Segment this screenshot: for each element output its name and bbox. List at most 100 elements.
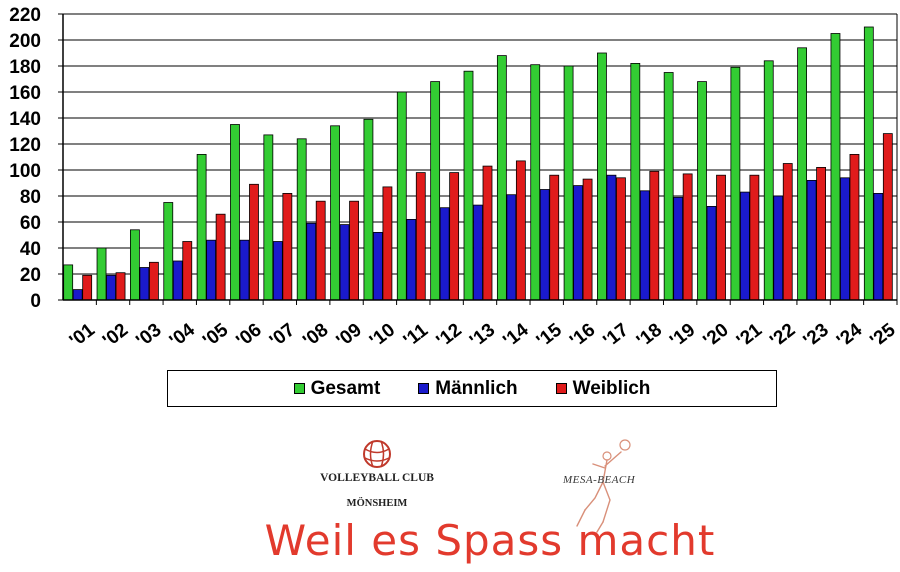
bar-gesamt — [363, 118, 374, 301]
bar-mnnlich — [172, 260, 183, 301]
bars — [63, 26, 893, 301]
bar-mnnlich — [272, 241, 283, 301]
bar-mnnlich — [339, 224, 350, 301]
x-tick-label: '09 — [333, 319, 366, 351]
bar-gesamt — [463, 70, 474, 301]
bar-gesamt — [63, 264, 74, 301]
bar-weiblich — [349, 200, 359, 301]
bar-gesamt — [263, 134, 274, 301]
bar-weiblich — [849, 153, 860, 301]
bar-gesamt — [663, 72, 674, 301]
bar-gesamt — [730, 66, 741, 301]
volleyball-icon — [363, 440, 391, 468]
bar-gesamt — [296, 138, 307, 301]
slogan: Weil es Spass macht — [264, 516, 716, 565]
x-tick-label: '02 — [99, 319, 132, 351]
y-tick-label: 180 — [9, 57, 41, 78]
legend-item: Gesamt — [293, 377, 381, 400]
y-tick-label: 20 — [20, 265, 41, 286]
x-tick-label: '19 — [666, 319, 699, 351]
x-tick-label: '04 — [166, 319, 199, 352]
bar-weiblich — [782, 163, 793, 301]
bar-mnnlich — [373, 231, 383, 301]
legend-swatch — [418, 383, 430, 394]
bar-weiblich — [749, 174, 760, 301]
x-tick-label: '15 — [533, 319, 566, 352]
bar-weiblich — [649, 170, 660, 301]
bar-mnnlich — [673, 196, 684, 301]
x-tick-label: '08 — [299, 319, 332, 351]
bar-weiblich — [449, 172, 460, 301]
y-tick-label: 220 — [9, 5, 41, 26]
bar-weiblich — [616, 177, 626, 301]
mesa-beach-logo: MESA-BEACH — [555, 438, 665, 534]
bar-weiblich — [148, 261, 159, 301]
bar-gesamt — [163, 202, 174, 301]
x-tick-label: '06 — [233, 319, 266, 351]
bar-weiblich — [816, 166, 826, 301]
y-tick-label: 40 — [20, 239, 41, 260]
bar-weiblich — [415, 172, 426, 301]
x-tick-label: '11 — [400, 320, 433, 352]
x-tick-label: '07 — [266, 319, 299, 351]
bar-mnnlich — [606, 174, 617, 301]
bar-gesamt — [597, 52, 607, 301]
bar-mnnlich — [573, 185, 583, 301]
bar-gesamt — [763, 60, 774, 301]
axes — [58, 13, 898, 305]
bar-mnnlich — [739, 191, 750, 301]
legend-label: Gesamt — [310, 377, 381, 399]
bar-mnnlich — [506, 194, 517, 301]
bar-gesamt — [430, 81, 441, 301]
bar-gesamt — [496, 55, 507, 301]
bar-weiblich — [549, 174, 560, 301]
x-tick-label: '25 — [866, 319, 899, 352]
bar-weiblich — [182, 241, 193, 301]
bar-chart: 0 20 40 60 80 100 120 140 160 180 200 220 '01'02'03… — [9, 5, 900, 352]
x-tick-label: '01 — [66, 319, 99, 352]
x-tick-label: '12 — [433, 319, 466, 351]
bar-weiblich — [515, 160, 526, 301]
bar-weiblich — [682, 173, 693, 301]
bar-weiblich — [382, 186, 393, 301]
vcm-line1: VOLLEYBALL CLUB — [320, 472, 434, 484]
bar-mnnlich — [473, 204, 483, 301]
bar-mnnlich — [306, 222, 317, 301]
x-tick-label: '13 — [466, 319, 499, 351]
y-tick-label: 200 — [9, 31, 41, 52]
bar-gesamt — [863, 26, 874, 301]
bar-mnnlich — [239, 239, 250, 301]
bar-weiblich — [82, 274, 93, 301]
x-tick-label: '16 — [566, 319, 599, 351]
x-tick-label: '03 — [132, 319, 165, 351]
mesa-beach-text: MESA-BEACH — [563, 474, 636, 486]
bar-mnnlich — [873, 192, 884, 301]
vcm-line2: MÖNSHEIM — [346, 498, 408, 509]
y-tick-label: 100 — [9, 161, 41, 182]
bar-gesamt — [196, 153, 207, 301]
bar-weiblich — [882, 133, 893, 301]
bar-weiblich — [282, 192, 293, 301]
bar-gesamt — [630, 63, 641, 301]
x-tick-label: '10 — [366, 319, 399, 351]
legend-swatch — [293, 383, 305, 394]
x-tick-label: '17 — [599, 319, 632, 351]
bar-mnnlich — [806, 179, 817, 301]
y-tick-label: 160 — [9, 83, 41, 104]
bar-mnnlich — [539, 189, 550, 301]
bar-mnnlich — [139, 267, 150, 301]
y-tick-labels: 0 20 40 60 80 100 120 140 160 180 200 220 — [9, 5, 41, 312]
x-tick-label: '21 — [733, 319, 766, 352]
bar-mnnlich — [206, 239, 217, 301]
y-tick-label: 0 — [30, 291, 41, 312]
beach-player-icon — [576, 439, 631, 533]
x-tick-label: '23 — [800, 319, 833, 351]
legend-item: Weiblich — [555, 378, 650, 400]
bar-weiblich — [716, 174, 726, 301]
legend-label: Männlich — [435, 377, 518, 399]
y-tick-label: 80 — [20, 187, 41, 208]
bar-gesamt — [830, 33, 841, 301]
bar-gesamt — [797, 47, 807, 301]
bar-gesamt — [697, 81, 707, 301]
y-tick-label: 60 — [20, 213, 41, 234]
